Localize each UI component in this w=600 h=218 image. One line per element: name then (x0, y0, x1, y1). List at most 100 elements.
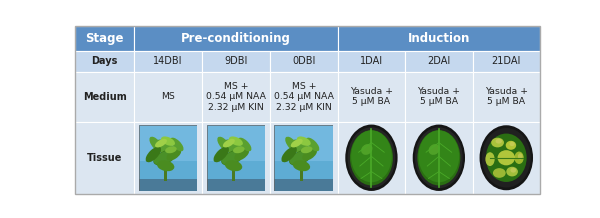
Text: Yasuda +
5 μM BA: Yasuda + 5 μM BA (350, 87, 393, 106)
Bar (473, 121, 540, 194)
Bar (134, 72, 202, 121)
Text: Days: Days (91, 56, 118, 66)
Text: 9DBI: 9DBI (224, 56, 248, 66)
Bar (473, 51, 540, 72)
Bar (75, 121, 134, 194)
Bar (300, 145, 303, 181)
Ellipse shape (301, 146, 313, 153)
Bar (338, 51, 405, 72)
Ellipse shape (153, 150, 176, 165)
Text: 0DBI: 0DBI (292, 56, 316, 66)
Ellipse shape (493, 168, 506, 178)
Bar (274, 179, 333, 191)
Ellipse shape (154, 151, 175, 165)
Ellipse shape (361, 144, 373, 155)
Bar (338, 72, 405, 121)
Ellipse shape (293, 160, 310, 171)
Text: 14DBI: 14DBI (153, 56, 183, 66)
Bar (75, 72, 134, 121)
Bar (270, 51, 338, 72)
Text: 21DAI: 21DAI (491, 56, 521, 66)
Ellipse shape (217, 137, 231, 152)
Ellipse shape (155, 140, 176, 156)
Ellipse shape (482, 128, 531, 187)
Bar (274, 124, 333, 161)
Bar (206, 179, 265, 191)
Ellipse shape (514, 152, 524, 164)
Text: 1DAI: 1DAI (360, 56, 383, 66)
Bar (75, 51, 134, 72)
Ellipse shape (225, 160, 242, 171)
Ellipse shape (292, 140, 311, 156)
Ellipse shape (233, 146, 245, 153)
Ellipse shape (306, 138, 319, 151)
Bar (134, 121, 202, 194)
Bar (134, 26, 338, 51)
Ellipse shape (415, 127, 463, 188)
Ellipse shape (419, 130, 459, 182)
Ellipse shape (223, 139, 235, 147)
Ellipse shape (486, 134, 527, 182)
Ellipse shape (238, 138, 251, 151)
Bar (202, 121, 270, 194)
Text: Yasuda +
5 μM BA: Yasuda + 5 μM BA (418, 87, 460, 106)
Bar (405, 72, 473, 121)
Ellipse shape (161, 136, 175, 146)
Ellipse shape (496, 139, 502, 144)
Text: Stage: Stage (85, 32, 124, 45)
Bar (206, 124, 265, 161)
Ellipse shape (347, 127, 395, 188)
Bar (473, 72, 540, 121)
Ellipse shape (297, 136, 311, 146)
Ellipse shape (155, 139, 167, 147)
Bar (139, 179, 197, 191)
Ellipse shape (285, 137, 299, 152)
Ellipse shape (166, 148, 181, 161)
Ellipse shape (511, 168, 516, 173)
Text: MS +
0.54 μM NAA
2.32 μM KIN: MS + 0.54 μM NAA 2.32 μM KIN (274, 82, 334, 112)
Ellipse shape (291, 139, 303, 147)
Bar (164, 145, 167, 181)
Text: Induction: Induction (407, 32, 470, 45)
Text: Medium: Medium (83, 92, 127, 102)
Text: Pre-conditioning: Pre-conditioning (181, 32, 291, 45)
Ellipse shape (214, 147, 229, 162)
Ellipse shape (221, 150, 244, 165)
Text: Yasuda +
5 μM BA: Yasuda + 5 μM BA (485, 87, 528, 106)
Bar (270, 72, 338, 121)
Ellipse shape (506, 141, 516, 150)
Ellipse shape (224, 140, 243, 155)
Ellipse shape (497, 150, 515, 165)
Ellipse shape (302, 148, 317, 161)
Text: Tissue: Tissue (87, 153, 122, 163)
Bar (405, 51, 473, 72)
Ellipse shape (509, 142, 515, 146)
Bar (338, 26, 540, 51)
Ellipse shape (229, 136, 243, 146)
Ellipse shape (235, 148, 249, 161)
Bar (405, 121, 473, 194)
Text: MS +
0.54 μM NAA
2.32 μM KIN: MS + 0.54 μM NAA 2.32 μM KIN (206, 82, 266, 112)
Ellipse shape (351, 130, 392, 182)
Ellipse shape (413, 124, 465, 191)
Text: MS: MS (161, 92, 175, 101)
Ellipse shape (518, 153, 523, 160)
Ellipse shape (479, 125, 533, 190)
Bar (134, 51, 202, 72)
Ellipse shape (345, 124, 398, 191)
Ellipse shape (222, 151, 243, 165)
Bar (75, 26, 134, 51)
Bar (232, 145, 235, 181)
Ellipse shape (165, 146, 177, 153)
Ellipse shape (418, 130, 460, 186)
Bar (338, 121, 405, 194)
Ellipse shape (157, 160, 175, 171)
Ellipse shape (350, 130, 393, 186)
Ellipse shape (170, 138, 184, 151)
Ellipse shape (289, 150, 311, 165)
Ellipse shape (506, 167, 518, 176)
Ellipse shape (149, 137, 163, 152)
Ellipse shape (491, 138, 504, 147)
Ellipse shape (485, 152, 494, 166)
Text: 2DAI: 2DAI (427, 56, 451, 66)
